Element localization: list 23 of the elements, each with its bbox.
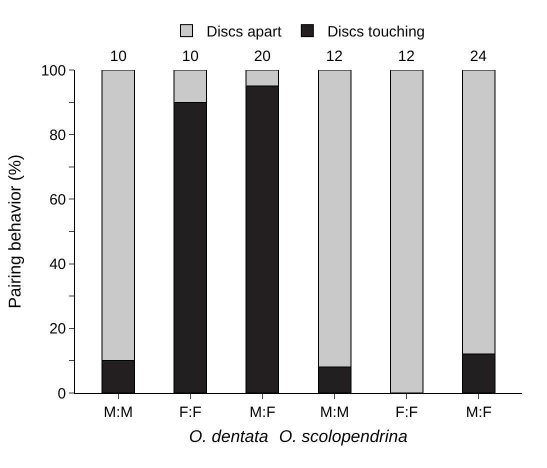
text: 12	[326, 48, 343, 65]
y-axis-title: Pairing behavior (%)	[6, 154, 25, 309]
y-tick-label: 80	[49, 126, 66, 144]
text: 10	[110, 48, 127, 65]
y-tick-label: 0	[58, 385, 66, 402]
text: 20	[254, 48, 271, 65]
x-tick-label: F:F	[395, 404, 418, 421]
text: O. dentata	[189, 427, 268, 446]
x-tick-label: M:M	[104, 404, 133, 421]
x-tick-label: M:F	[466, 404, 492, 421]
y-tick-label: 40	[49, 256, 66, 274]
text: 24	[470, 48, 487, 65]
y-tick-label: 100	[40, 62, 66, 80]
text: O. scolopendrina	[279, 427, 408, 446]
x-tick-label: F:F	[179, 404, 202, 421]
y-tick-label: 60	[49, 191, 66, 208]
x-tick-label: M:M	[320, 404, 350, 421]
text: 10	[182, 48, 199, 65]
x-tick-label: M:F	[250, 404, 276, 421]
legend-label: Discs touching	[327, 23, 425, 40]
y-tick-label: 20	[49, 320, 66, 338]
text: 12	[398, 48, 415, 65]
legend-label: Discs apart	[206, 23, 282, 40]
